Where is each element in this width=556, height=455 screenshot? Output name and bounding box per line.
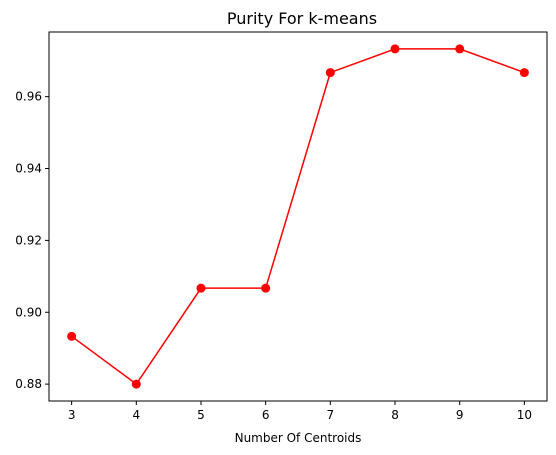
y-axis-ticks: 0.88 0.90 0.92 0.94 0.96: [15, 90, 49, 391]
x-tick-label: 10: [517, 408, 532, 422]
x-axis-ticks: 3 4 5 6 7 8 9 10: [68, 401, 532, 422]
x-tick-label: 4: [132, 408, 140, 422]
x-tick-label: 3: [68, 408, 76, 422]
x-tick-label: 8: [391, 408, 399, 422]
chart-title: Purity For k-means: [227, 9, 377, 28]
plot-frame: [48, 31, 548, 402]
data-point: [131, 379, 141, 389]
y-tick-label: 0.96: [15, 90, 42, 104]
y-tick-label: 0.88: [15, 377, 42, 391]
y-tick-label: 0.94: [15, 162, 42, 176]
data-point: [390, 44, 400, 54]
x-tick-label: 6: [262, 408, 270, 422]
x-axis-label: Number Of Centroids: [235, 431, 362, 445]
plot-area: [48, 31, 548, 402]
data-point: [261, 283, 271, 293]
x-tick-label: 5: [197, 408, 205, 422]
data-point: [455, 44, 465, 54]
x-tick-label: 7: [327, 408, 335, 422]
y-tick-label: 0.92: [15, 233, 42, 247]
data-point: [67, 331, 77, 341]
y-tick-label: 0.90: [15, 305, 42, 319]
data-point: [196, 283, 206, 293]
series-line: [71, 48, 525, 386]
x-tick-label: 9: [456, 408, 464, 422]
data-point: [325, 68, 335, 78]
data-point: [519, 68, 529, 78]
